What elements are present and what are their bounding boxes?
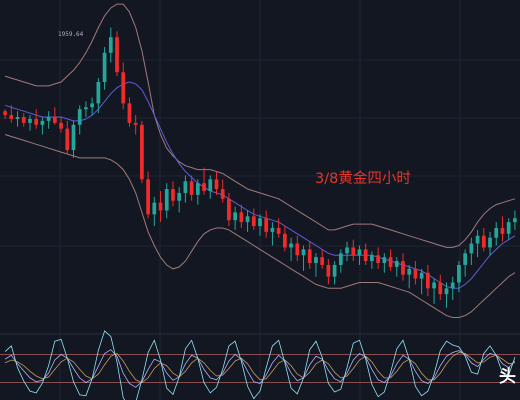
candle-body — [295, 243, 300, 256]
candle-body — [438, 282, 443, 295]
candle-body — [189, 181, 194, 195]
candle-body — [84, 107, 88, 110]
candle-body — [133, 122, 138, 125]
chart-title: 3/8黄金四小时 — [315, 170, 411, 187]
bollinger-upper-line — [4, 3, 516, 248]
candle-body — [388, 257, 393, 267]
candle-body — [227, 198, 231, 221]
candle-body — [475, 235, 480, 244]
candle-body — [245, 216, 250, 223]
candle-body — [488, 237, 492, 248]
candle-body — [463, 253, 468, 265]
candle-body — [251, 216, 256, 227]
candle-body — [21, 117, 26, 123]
candle-body — [115, 37, 119, 73]
candle-body — [513, 218, 517, 223]
candle-body — [214, 179, 219, 190]
candle-body — [425, 272, 430, 289]
candle-body — [457, 264, 461, 283]
candle-body — [152, 202, 157, 215]
candle-body — [77, 109, 82, 125]
candle-body — [9, 115, 14, 119]
candle-body — [90, 103, 95, 108]
candle-body — [15, 117, 20, 119]
candle-body — [102, 52, 107, 82]
candle-body — [351, 247, 356, 256]
candle-body — [432, 282, 436, 289]
candle-body — [345, 247, 349, 254]
candle-body — [444, 288, 449, 295]
bollinger-lower-line — [4, 134, 516, 318]
candle-body — [283, 233, 287, 248]
candle-body — [59, 122, 63, 129]
candle-body — [121, 72, 126, 104]
oscillator-panel — [0, 330, 520, 400]
candle-body — [270, 227, 275, 232]
candle-body — [307, 249, 312, 264]
candle-body — [158, 202, 163, 211]
candle-body — [65, 128, 70, 151]
candle-body — [494, 227, 499, 238]
candle-body — [3, 111, 7, 116]
osc-series-line — [4, 349, 516, 388]
candle-body — [314, 257, 318, 264]
candle-body — [500, 227, 505, 234]
candle-body — [506, 222, 511, 234]
candle-body — [46, 117, 51, 121]
candle-body — [34, 118, 39, 125]
candle-body — [326, 264, 331, 277]
candle-body — [401, 261, 405, 275]
candle-body — [140, 124, 144, 180]
candle-body — [208, 179, 213, 191]
price-annotation: 1959.64 — [58, 31, 84, 38]
candle-body — [382, 257, 387, 264]
candle-body — [320, 257, 325, 265]
candle-body — [96, 81, 101, 104]
candle-body — [220, 189, 225, 199]
candle-body — [338, 253, 343, 265]
candle-body — [171, 189, 175, 201]
candle-body — [28, 118, 32, 123]
candle-body — [52, 117, 57, 123]
candle-body — [289, 243, 293, 248]
candle-body — [376, 255, 380, 264]
candle-body — [264, 218, 269, 232]
candle-body — [407, 268, 412, 275]
candle-body — [258, 218, 262, 227]
candle-body — [239, 212, 244, 223]
candle-body — [413, 268, 418, 279]
candle-body — [164, 189, 169, 211]
candle-body — [146, 179, 150, 215]
candle-body — [276, 227, 281, 234]
candle-body — [40, 120, 45, 125]
osc-series-line — [4, 330, 516, 400]
candle-body — [469, 243, 474, 254]
candle-body — [183, 181, 188, 193]
candle-body — [127, 103, 132, 123]
candle-body — [419, 272, 424, 279]
candle-body — [481, 235, 486, 248]
candle-body — [108, 37, 113, 53]
candle-body — [177, 192, 182, 201]
candle-body — [394, 261, 399, 267]
candle-body — [202, 183, 206, 191]
candle-body — [332, 264, 337, 277]
candle-body — [357, 249, 362, 256]
candle-body — [71, 124, 76, 151]
candles — [3, 27, 517, 308]
candle-body — [301, 249, 306, 256]
candle-body — [233, 212, 237, 221]
candle-body — [363, 249, 368, 262]
watermark-logo: 头 — [499, 367, 516, 387]
candle-body — [370, 255, 374, 262]
candle-body — [195, 183, 200, 195]
osc-series-line — [4, 352, 515, 384]
candle-body — [450, 282, 455, 289]
